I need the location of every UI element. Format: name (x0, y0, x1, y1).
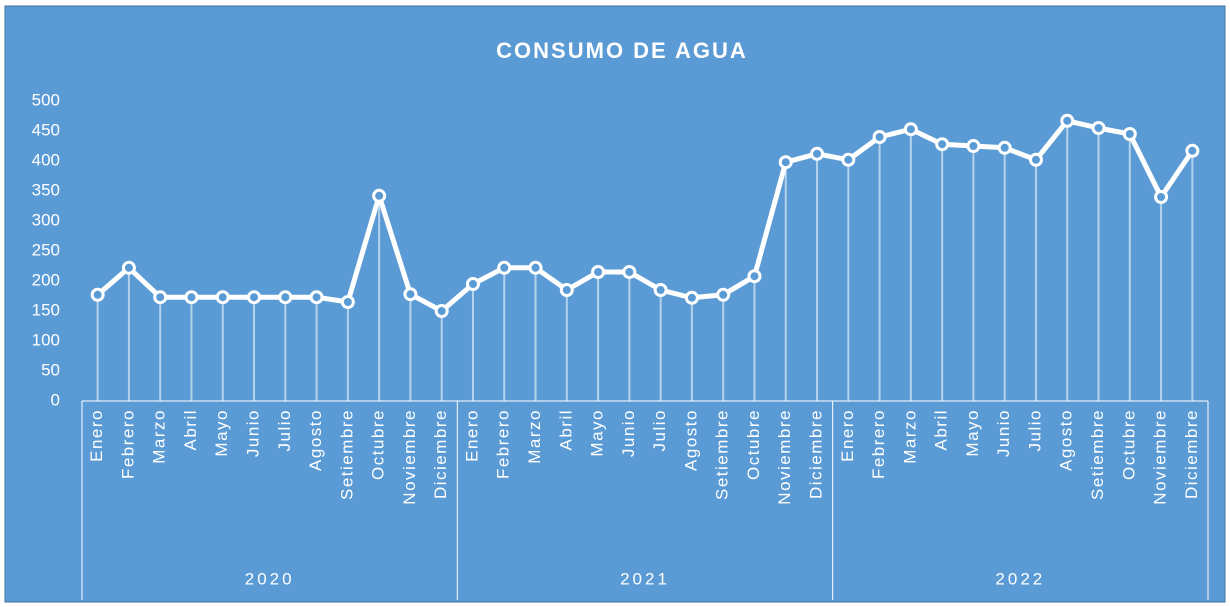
x-tick-label: Abril (181, 409, 200, 451)
data-point (684, 290, 699, 305)
data-point (1091, 121, 1106, 135)
data-point (309, 290, 324, 305)
x-tick-label: Julio (650, 409, 669, 451)
x-tick-label: Noviembre (400, 409, 419, 505)
data-point (90, 287, 105, 302)
x-tick-label: Octubre (1119, 409, 1138, 480)
y-tick-label: 150 (32, 300, 60, 319)
y-tick-label: 50 (41, 360, 60, 379)
data-point (653, 283, 668, 297)
x-tick-label: Mayo (963, 409, 982, 457)
x-tick-label: Marzo (150, 409, 169, 464)
chart-background (4, 5, 1226, 603)
data-point (1028, 152, 1043, 167)
data-point (247, 290, 262, 305)
group-label: 2020 (245, 569, 295, 588)
data-point (591, 265, 606, 279)
x-tick-label: Marzo (525, 409, 544, 464)
x-tick-label: Enero (462, 409, 481, 462)
x-tick-label: Febrero (118, 409, 137, 479)
x-tick-label: Julio (275, 409, 294, 451)
data-point (434, 304, 449, 318)
data-point (778, 155, 793, 170)
x-tick-label: Junio (994, 409, 1013, 457)
y-tick-label: 400 (32, 150, 60, 169)
x-tick-label: Noviembre (1151, 409, 1170, 505)
data-point (465, 277, 480, 291)
y-tick-label: 100 (32, 330, 60, 349)
data-point (1154, 190, 1169, 204)
y-tick-label: 0 (51, 390, 60, 409)
x-tick-label: Enero (838, 409, 857, 462)
data-point (153, 290, 168, 305)
data-point (121, 260, 136, 275)
x-tick-label: Febrero (494, 409, 513, 479)
group-label: 2022 (995, 569, 1045, 588)
x-tick-label: Junio (619, 409, 638, 457)
data-point (966, 139, 981, 153)
data-point (372, 188, 387, 203)
x-tick-label: Agosto (681, 409, 700, 471)
data-point (810, 146, 825, 161)
data-point (403, 287, 418, 302)
chart-title: CONSUMO DE AGUA (496, 38, 748, 63)
x-tick-label: Julio (1025, 409, 1044, 451)
x-tick-label: Octubre (369, 409, 388, 480)
x-tick-label: Abril (932, 409, 951, 451)
x-tick-label: Diciembre (807, 409, 826, 499)
x-tick-label: Enero (87, 409, 106, 462)
x-tick-label: Diciembre (1182, 409, 1201, 499)
x-tick-label: Setiembre (337, 409, 356, 500)
data-point (278, 290, 293, 305)
x-tick-label: Abril (556, 409, 575, 451)
x-tick-label: Setiembre (1088, 409, 1107, 500)
data-point (340, 295, 355, 309)
data-point (716, 287, 731, 302)
x-tick-label: Setiembre (713, 409, 732, 500)
y-tick-label: 450 (32, 120, 60, 139)
y-tick-label: 200 (32, 270, 60, 289)
group-label: 2021 (620, 569, 670, 588)
data-point (872, 130, 887, 144)
x-tick-label: Mayo (212, 409, 231, 457)
data-point (1060, 113, 1075, 128)
x-tick-label: Octubre (744, 409, 763, 480)
x-tick-label: Agosto (306, 409, 325, 471)
x-tick-label: Marzo (900, 409, 919, 464)
y-tick-label: 350 (32, 180, 60, 199)
x-tick-label: Diciembre (431, 409, 450, 499)
x-tick-label: Junio (244, 409, 263, 457)
data-point (747, 269, 762, 284)
data-point (997, 140, 1012, 155)
data-point (622, 265, 637, 279)
data-point (935, 137, 950, 152)
data-point (184, 290, 199, 305)
y-tick-label: 300 (32, 210, 60, 229)
data-point (1122, 127, 1137, 141)
data-point (1185, 143, 1200, 158)
x-tick-label: Febrero (869, 409, 888, 479)
data-point (528, 260, 543, 275)
data-point (903, 122, 918, 137)
x-tick-label: Mayo (588, 409, 607, 457)
data-point (215, 290, 230, 305)
data-point (841, 152, 856, 167)
y-tick-label: 500 (32, 90, 60, 109)
x-tick-label: Agosto (1057, 409, 1076, 471)
data-point (559, 283, 574, 297)
x-tick-label: Noviembre (775, 409, 794, 505)
data-point (497, 260, 512, 275)
y-tick-label: 250 (32, 240, 60, 259)
